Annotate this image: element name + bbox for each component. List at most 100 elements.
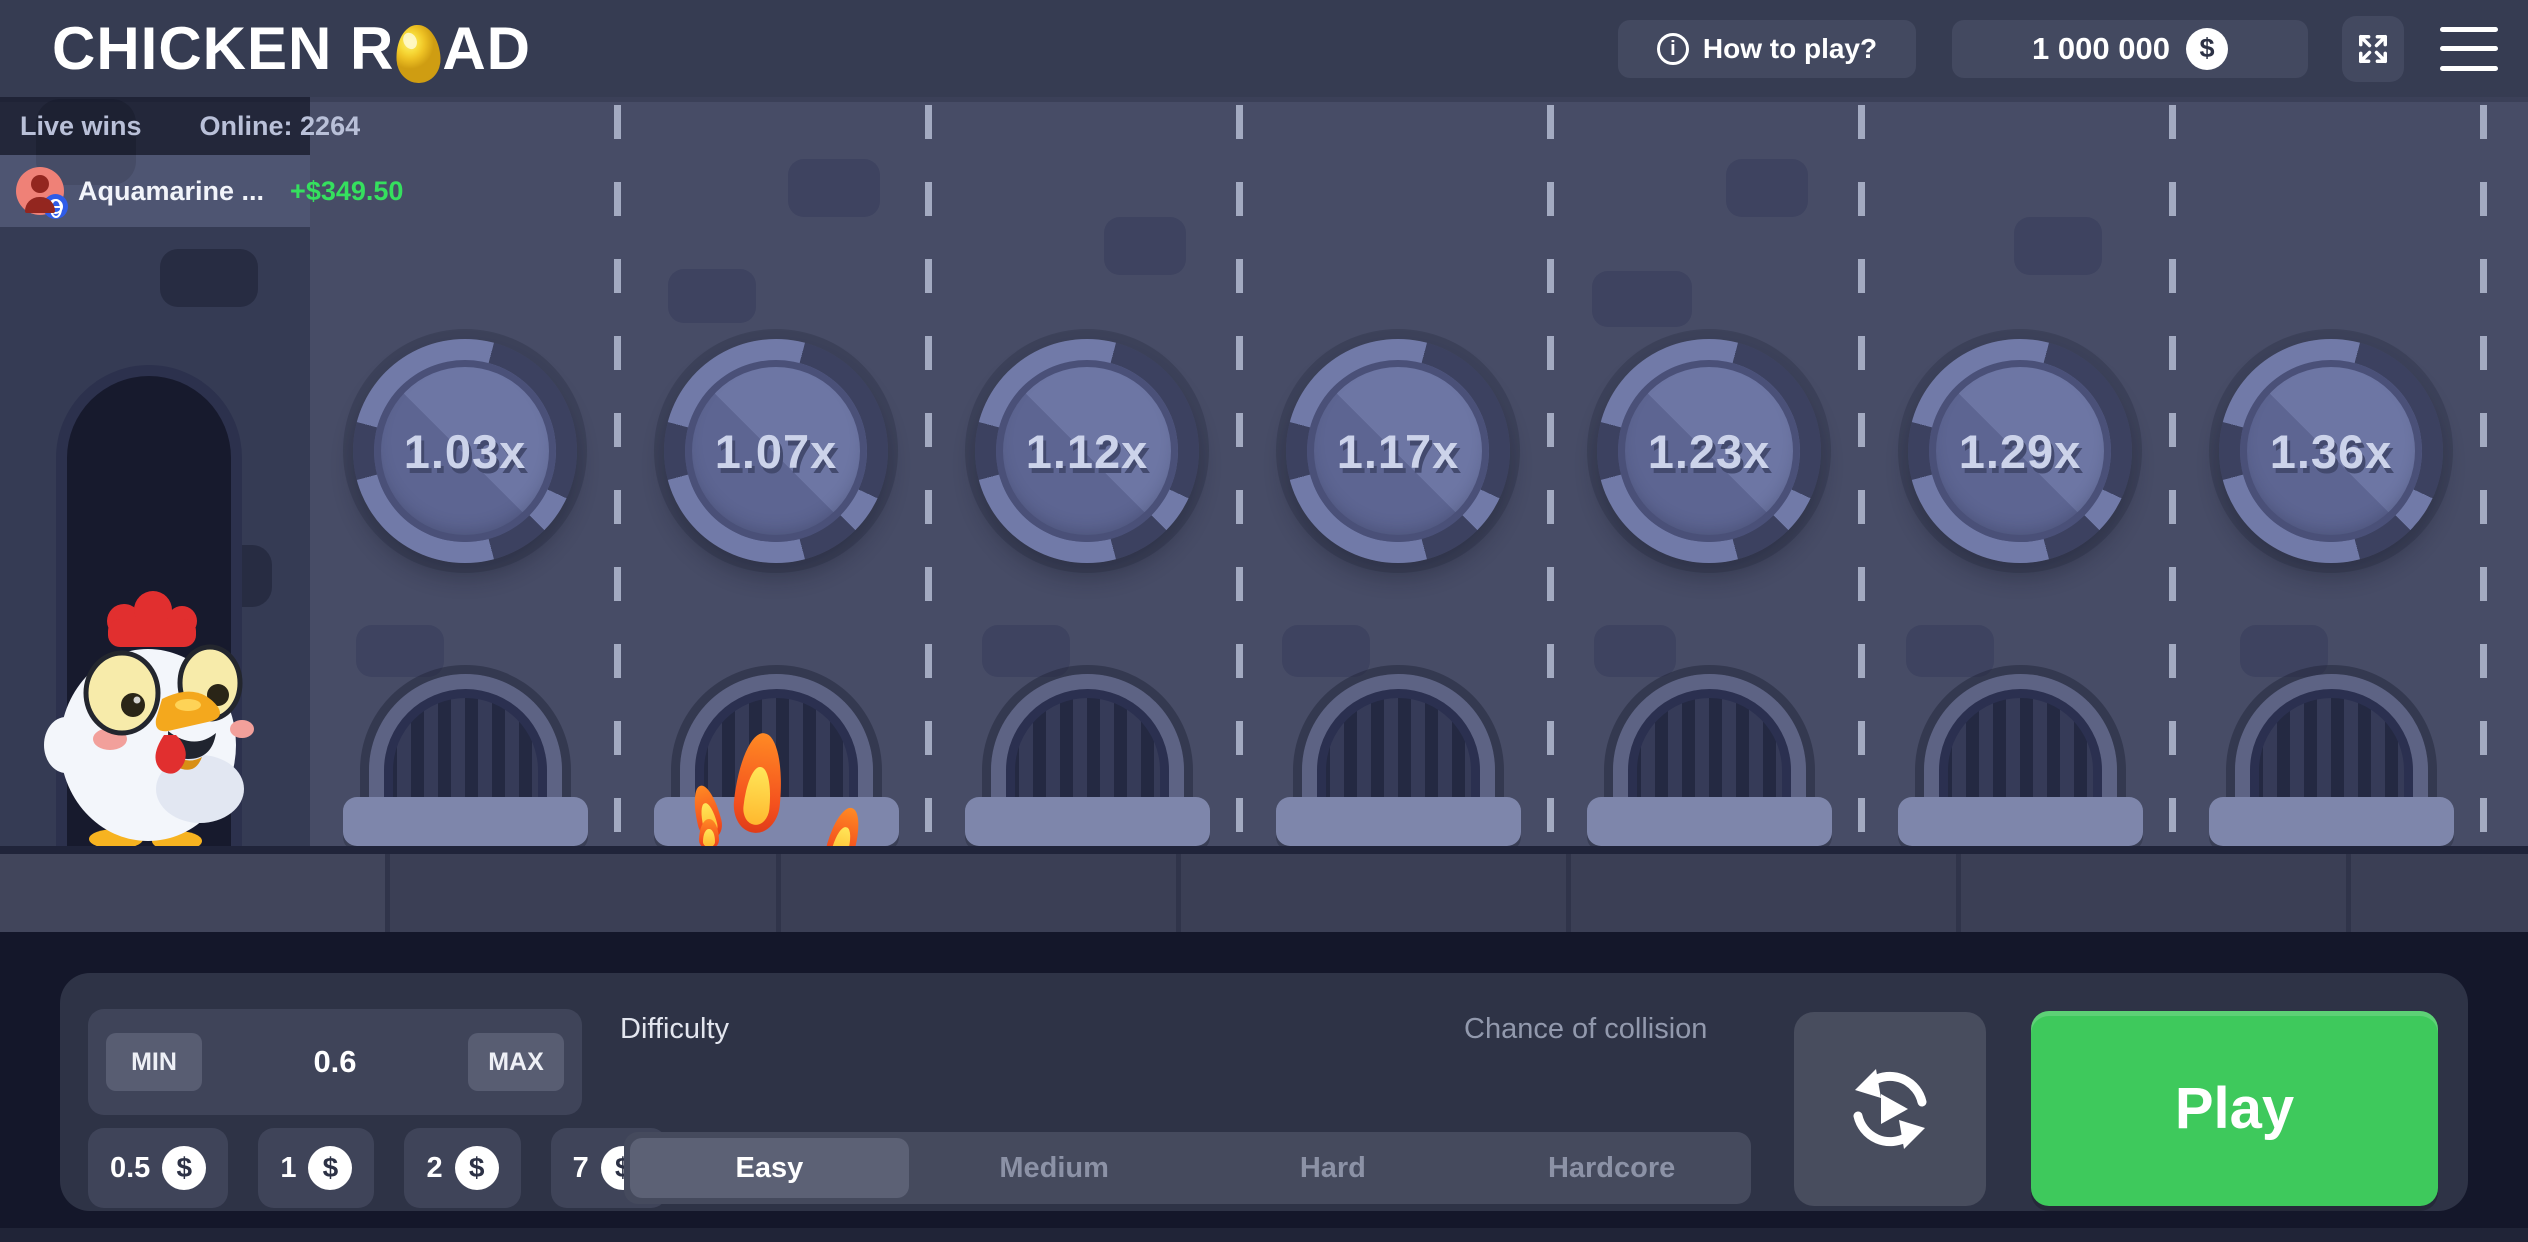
multiplier-disc-face: 1.07x	[685, 360, 867, 542]
logo-text-prefix: CHICKEN R	[52, 15, 395, 82]
multiplier-disc: 1.17x	[1286, 339, 1510, 563]
grate-base	[1898, 797, 2143, 846]
sidewalk-seam	[385, 854, 390, 932]
road-patch	[1282, 625, 1370, 677]
fullscreen-icon	[2359, 34, 2387, 63]
lane-divider	[2480, 97, 2487, 837]
multiplier-value: 1.03x	[403, 424, 527, 478]
left-column-patch	[160, 249, 258, 307]
multiplier-disc: 1.12x	[975, 339, 1199, 563]
lane-divider	[925, 97, 932, 837]
dollar-coin-icon: $	[162, 1146, 207, 1190]
difficulty-tab-easy[interactable]: Easy	[630, 1138, 909, 1198]
min-bet-button[interactable]: MIN	[106, 1033, 202, 1091]
dollar-coin-icon: $	[454, 1146, 499, 1190]
road-patch	[1592, 271, 1692, 327]
logo-text-suffix: AD	[442, 15, 532, 82]
lane-3: 1.12x	[932, 97, 1243, 846]
game-area: 1.03x 1.07x 1.12x 1.17x 1.23x 1.29x 1.36x Live…	[0, 97, 2528, 846]
grate-base	[1587, 797, 1832, 846]
road-patch	[1594, 625, 1676, 677]
lane-divider	[1547, 97, 1554, 837]
lane-4: 1.17x	[1243, 97, 1554, 846]
chip-label: 2	[426, 1151, 443, 1184]
multiplier-disc: 1.29x	[1908, 339, 2132, 563]
chance-of-collision-label: Chance of collision	[1464, 1013, 1708, 1045]
top-bar: CHICKEN R AD i How to play? 1 000 000 $	[0, 0, 2528, 97]
lane-divider	[2169, 97, 2176, 837]
bet-value: 0.6	[313, 1044, 357, 1079]
multiplier-disc-face: 1.17x	[1307, 360, 1489, 542]
difficulty-label: Difficulty	[620, 1013, 730, 1045]
dollar-coin-icon: $	[2185, 27, 2228, 70]
grate-base	[343, 797, 588, 846]
balance-value: 1 000 000	[2032, 30, 2170, 66]
live-wins-bar: Live wins Online: 2264	[0, 97, 360, 155]
road-patch	[1104, 217, 1186, 275]
difficulty-tab-hardcore[interactable]: Hardcore	[1547, 1151, 1676, 1184]
road-patch	[1726, 159, 1808, 217]
footer-strip	[0, 1228, 2528, 1242]
multiplier-disc: 1.36x	[2219, 339, 2443, 563]
lane-5: 1.23x	[1554, 97, 1865, 846]
chip-buttons: 0.5 $1 $2 $7 $	[88, 1128, 667, 1208]
fullscreen-button[interactable]	[2342, 15, 2404, 82]
how-to-play-button[interactable]: i How to play?	[1618, 19, 1916, 78]
lane-divider	[1858, 97, 1865, 837]
sidewalk-seam	[776, 854, 781, 932]
live-wins-title: Live wins	[20, 110, 142, 141]
difficulty-tab-medium[interactable]: Medium	[999, 1151, 1109, 1184]
sidewalk-seam	[1176, 854, 1181, 932]
globe-badge-icon	[43, 194, 68, 219]
lanes: 1.03x 1.07x 1.12x 1.17x 1.23x 1.29x 1.36x	[0, 97, 2528, 846]
max-bet-button[interactable]: MAX	[467, 1033, 564, 1091]
road-patch	[2014, 217, 2102, 275]
lane-divider	[614, 97, 621, 837]
road-patch	[982, 625, 1070, 677]
egg-icon	[395, 23, 443, 84]
win-amount: +$349.50	[290, 175, 404, 206]
chip-label: 0.5	[110, 1151, 151, 1184]
lane-6: 1.29x	[1865, 97, 2176, 846]
autoplay-button[interactable]	[1794, 1012, 1986, 1206]
info-icon: i	[1656, 32, 1689, 65]
multiplier-value: 1.17x	[1336, 424, 1460, 478]
avatar	[16, 167, 68, 219]
lane-7: 1.36x	[2176, 97, 2487, 846]
difficulty-tab-hard[interactable]: Hard	[1299, 1151, 1366, 1184]
chip-label: 7	[572, 1151, 589, 1184]
chip-button-2[interactable]: 2 $	[404, 1128, 521, 1208]
sidewalk-seam	[2346, 854, 2351, 932]
hamburger-icon	[2440, 26, 2498, 32]
multiplier-disc-face: 1.12x	[996, 360, 1178, 542]
road-patch	[356, 625, 444, 677]
road-patch	[1906, 625, 1994, 677]
lane-2: 1.07x	[621, 97, 932, 846]
autoplay-icon	[1853, 1069, 1927, 1149]
chip-button-1[interactable]: 1 $	[258, 1128, 375, 1208]
chip-label: 1	[280, 1151, 297, 1184]
multiplier-disc: 1.03x	[353, 339, 577, 563]
lane-divider	[1236, 97, 1243, 837]
multiplier-value: 1.23x	[1647, 424, 1771, 478]
control-panel: MIN 0.6 MAX 0.5 $1 $2 $7 $ Difficulty Chance…	[60, 973, 2468, 1211]
grate-base	[1276, 797, 1521, 846]
menu-button[interactable]	[2440, 26, 2498, 71]
play-button[interactable]: Play	[2031, 1011, 2438, 1206]
balance-display[interactable]: 1 000 000 $	[1952, 19, 2308, 78]
multiplier-disc: 1.23x	[1597, 339, 1821, 563]
online-count: Online: 2264	[199, 110, 361, 141]
how-to-play-label: How to play?	[1702, 32, 1878, 64]
live-win-item: Aquamarine ... +$349.50	[0, 155, 403, 227]
multiplier-value: 1.12x	[1025, 424, 1149, 478]
app-logo: CHICKEN R AD	[52, 14, 532, 84]
chip-button-0.5[interactable]: 0.5 $	[88, 1128, 229, 1208]
dollar-coin-icon: $	[308, 1146, 353, 1190]
difficulty-tabs: Easy Medium Hard Hardcore	[624, 1132, 1751, 1204]
multiplier-disc: 1.07x	[664, 339, 888, 563]
grate-base	[965, 797, 1210, 846]
sidewalk-seam	[1956, 854, 1961, 932]
chicken-character	[44, 591, 254, 846]
bet-amount-box: MIN 0.6 MAX	[88, 1009, 582, 1115]
multiplier-value: 1.07x	[714, 424, 838, 478]
